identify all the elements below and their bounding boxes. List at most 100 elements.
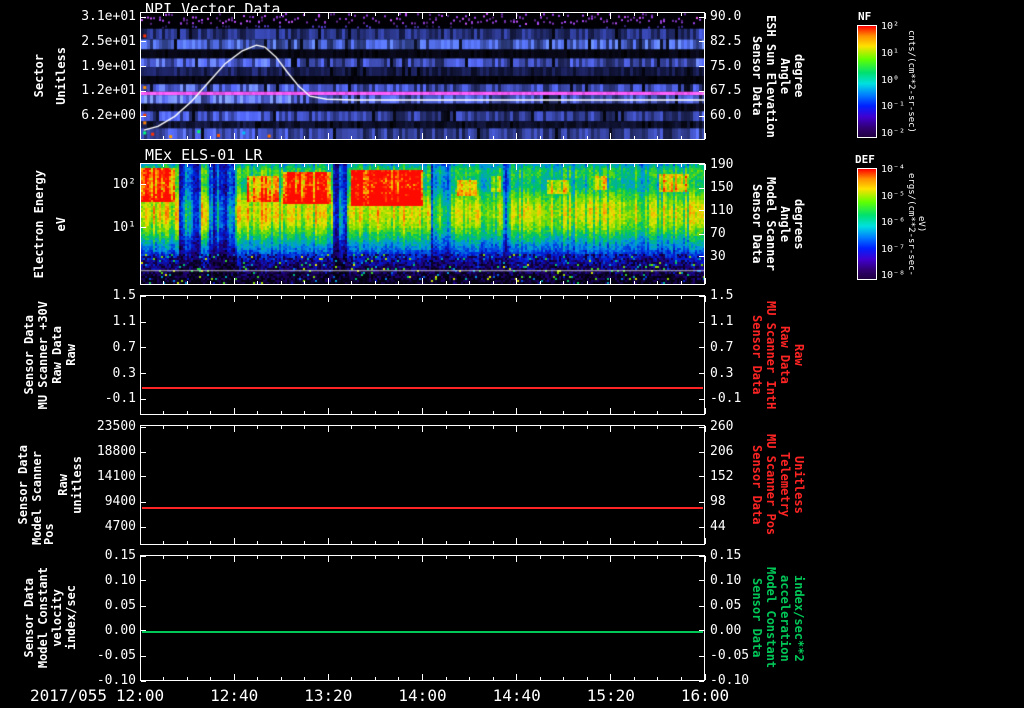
x-tick-mark [186,426,188,429]
model-constant-acceleration-trace [142,630,703,633]
y-tick-mark [141,555,146,557]
x-tick-mark [304,411,306,414]
x-tick-mark [422,278,423,284]
x-tick-mark [139,13,141,19]
x-tick-mark [704,556,706,562]
y-tick-label-left: 1.2e+01 [81,83,136,99]
x-tick-mark [398,411,400,414]
panel4-right-axis-label: Sensor Data MU Scanner Pos Telemetry Uni… [748,425,808,545]
x-tick-mark [704,426,706,432]
x-tick-mark [516,408,518,414]
x-tick-mark [233,556,235,562]
x-tick-mark [680,281,682,284]
y-tick-mark [141,66,146,68]
x-tick-mark [257,541,259,544]
mu-scanner-inth-trace [142,386,703,389]
x-tick-mark [233,538,235,544]
y-tick-label-left: -0.05 [96,648,136,664]
x-tick-mark [304,281,306,284]
x-tick-mark [304,136,306,139]
x-tick-mark [586,541,588,544]
x-tick-mark [257,164,259,167]
x-tick-mark [210,677,212,680]
def-colorbar-title: DEF [855,153,875,166]
y-tick-label-right: 67.5 [710,83,742,99]
y-tick-mark [141,16,146,18]
y-tick-label-right: -0.1 [710,391,742,407]
x-tick-mark [210,136,212,139]
x-tick-mark [139,556,141,562]
x-tick-mark [539,556,541,559]
y-tick-label-right: 0.3 [710,365,734,381]
x-tick-mark [445,164,447,167]
x-tick-mark [445,281,447,284]
y-tick-mark [141,630,146,632]
x-tick-mark [610,538,612,544]
x-tick-mark [280,281,282,284]
y-tick-label-right: 1.1 [710,314,734,329]
colorbar-tick-label: 10² [881,21,900,32]
x-tick-mark [492,164,494,167]
x-tick-mark [586,426,588,429]
x-tick-mark [610,13,612,19]
x-tick-mark [704,408,706,414]
x-tick-mark [374,677,376,680]
y-tick-label-left: 18800 [96,444,136,459]
x-tick-mark [657,13,659,16]
x-tick-mark [139,164,141,170]
x-tick-mark [680,541,682,544]
y-tick-label-right: 90.0 [710,9,742,25]
y-tick-mark [699,295,704,297]
x-tick-mark [492,281,494,284]
y-tick-label-right: 0.7 [710,339,734,355]
y-tick-mark [699,321,704,323]
x-tick-mark [492,136,494,139]
y-tick-mark [699,164,704,166]
x-tick-mark [539,281,541,284]
x-tick-mark [680,426,682,429]
y-tick-label-left: 1.5 [112,288,136,304]
x-tick-mark [163,164,165,167]
x-tick-mark [374,13,376,16]
x-tick-mark [586,13,588,16]
x-tick-mark [210,541,212,544]
x-tick-mark [469,541,471,544]
x-tick-mark [163,556,165,559]
x-tick-mark [680,556,682,559]
x-tick-mark [210,556,212,559]
panel1-right-axis-label: Sensor Data ESH Sun Elevation Angle degr… [748,12,808,140]
x-tick-mark [422,13,423,19]
x-tick-mark [351,296,353,299]
y-tick-label-left: 1.1 [112,314,136,329]
y-tick-label-right: 44 [710,519,726,534]
def-colorbar-units: ergs/(cm**2-sr-sec-eV) [906,172,926,276]
x-tick-mark [374,164,376,167]
npi-spectrogram-panel [140,12,705,140]
x-tick-mark [445,411,447,414]
x-tick-mark [210,411,212,414]
x-tick-mark [563,556,565,559]
x-tick-mark [445,296,447,299]
x-tick-mark [516,133,518,139]
axis-label-line: degrees [792,198,806,250]
x-tick-mark [304,426,306,429]
x-tick-label: 14:40 [492,686,541,705]
axis-label-line: Sensor Data [750,315,764,395]
x-tick-mark [233,426,235,432]
x-tick-mark [539,13,541,16]
x-tick-mark [422,674,423,680]
y-tick-mark [699,41,704,43]
x-tick-mark [374,426,376,429]
x-tick-mark [351,677,353,680]
y-tick-mark [699,256,704,258]
x-tick-mark [469,677,471,680]
y-tick-label-left: 0.15 [104,548,136,563]
panel2-right-axis-label: Sensor Data Model Scanner Angle degrees [748,163,808,285]
x-tick-mark [633,556,635,559]
x-tick-mark [304,677,306,680]
x-tick-mark [398,541,400,544]
y-tick-mark [699,90,704,92]
x-tick-mark [469,164,471,167]
y-tick-mark [141,605,146,607]
x-tick-mark [233,408,235,414]
